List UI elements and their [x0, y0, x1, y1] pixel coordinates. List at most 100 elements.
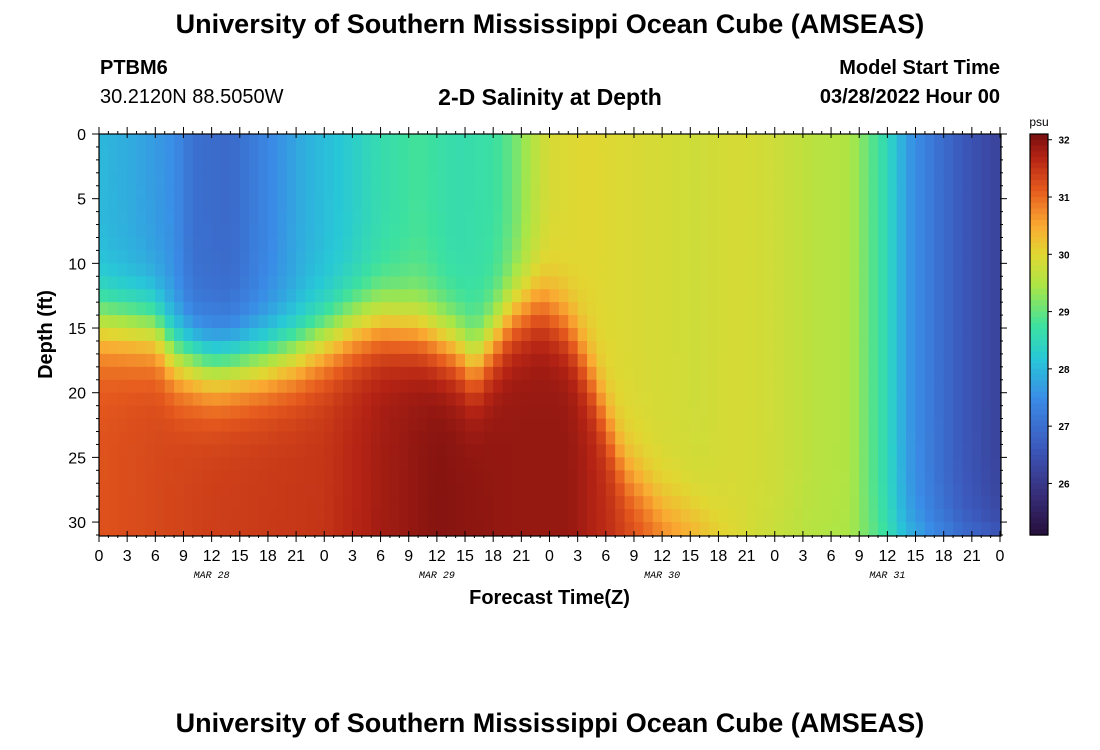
heatmap-cell [680, 211, 691, 226]
heatmap-cell [427, 198, 438, 213]
heatmap-cell [286, 289, 297, 303]
heatmap-cell [943, 522, 954, 536]
colorbar-swatch [1030, 219, 1048, 227]
heatmap-cell [624, 405, 635, 420]
heatmap-cell [896, 185, 907, 200]
heatmap-cell [286, 134, 297, 148]
heatmap-cell [511, 379, 522, 394]
colorbar-swatch [1030, 368, 1048, 376]
colorbar-swatch [1030, 156, 1048, 164]
heatmap-cell [230, 457, 241, 471]
heatmap-cell [277, 159, 288, 174]
heatmap-cell [239, 159, 250, 174]
heatmap-cell [183, 224, 194, 239]
heatmap-cell [662, 418, 673, 433]
heatmap-cell [877, 392, 888, 407]
heatmap-cell [267, 470, 278, 484]
heatmap-cell [117, 483, 128, 497]
heatmap-cell [465, 392, 476, 407]
heatmap-cell [192, 250, 203, 264]
heatmap-cell [624, 172, 635, 187]
heatmap-cell [202, 211, 213, 226]
heatmap-cell [343, 431, 354, 446]
heatmap-cell [211, 366, 222, 381]
heatmap-cell [117, 444, 128, 458]
colorbar-swatch [1030, 500, 1048, 507]
heatmap-cell [127, 146, 138, 161]
x-tick-label: 18 [935, 548, 953, 565]
heatmap-cell [624, 328, 635, 342]
heatmap-cell [258, 134, 269, 148]
heatmap-cell [136, 198, 147, 213]
heatmap-cell [624, 392, 635, 407]
heatmap-cell [802, 315, 813, 329]
heatmap-cell [784, 263, 795, 277]
heatmap-cell [540, 198, 551, 213]
heatmap-cell [296, 263, 307, 277]
heatmap-cell [540, 470, 551, 484]
heatmap-cell [493, 134, 504, 148]
heatmap-cell [784, 366, 795, 381]
heatmap-cell [333, 444, 344, 458]
heatmap-cell [267, 224, 278, 239]
heatmap-cell [361, 263, 372, 277]
heatmap-cell [455, 237, 466, 252]
heatmap-cell [812, 276, 823, 290]
heatmap-cell [427, 263, 438, 277]
heatmap-cell [221, 224, 231, 239]
heatmap-cell [981, 457, 992, 471]
colorbar-swatch [1030, 317, 1048, 324]
heatmap-cell [540, 185, 551, 200]
heatmap-cell [840, 328, 851, 342]
heatmap-cell [718, 134, 729, 148]
heatmap-cell [333, 418, 344, 433]
heatmap-cell [136, 431, 147, 446]
heatmap-cell [399, 263, 410, 277]
heatmap-cell [530, 328, 541, 342]
heatmap-cell [108, 172, 119, 187]
heatmap-cell [718, 418, 729, 433]
heatmap-cell [436, 211, 447, 226]
heatmap-cell [502, 159, 513, 174]
heatmap-cell [521, 431, 532, 446]
heatmap-cell [737, 302, 748, 316]
heatmap-cell [352, 302, 363, 316]
heatmap-cell [277, 211, 288, 226]
heatmap-cell [840, 315, 851, 329]
heatmap-cell [361, 444, 372, 458]
heatmap-cell [314, 483, 325, 497]
heatmap-cell [652, 237, 663, 252]
heatmap-cell [709, 250, 720, 264]
heatmap-cell [380, 185, 391, 200]
heatmap-cell [849, 353, 860, 368]
heatmap-cell [465, 146, 476, 161]
heatmap-cell [493, 328, 504, 342]
heatmap-cell [690, 134, 701, 148]
heatmap-cell [258, 340, 269, 355]
heatmap-cell [521, 250, 532, 264]
heatmap-cell [774, 172, 785, 187]
heatmap-cell [521, 185, 532, 200]
heatmap-cell [831, 483, 842, 497]
heatmap-cell [540, 328, 551, 342]
heatmap-cell [436, 146, 447, 161]
heatmap-cell [821, 379, 832, 394]
heatmap-cell [906, 509, 917, 523]
heatmap-cell [624, 522, 635, 536]
colorbar-swatch [1030, 517, 1048, 525]
heatmap-cell [953, 328, 964, 342]
heatmap-cell [436, 159, 447, 174]
heatmap-cell [352, 366, 363, 381]
heatmap-cell [174, 340, 185, 355]
heatmap-cell [127, 134, 138, 148]
heatmap-cell [643, 237, 654, 252]
heatmap-cell [812, 470, 823, 484]
heatmap-cell [267, 211, 278, 226]
heatmap-cell [934, 496, 945, 510]
heatmap-cell [765, 379, 776, 394]
heatmap-cell [737, 159, 748, 174]
heatmap-cell [221, 444, 231, 458]
heatmap-cell [258, 392, 269, 407]
heatmap-cell [540, 134, 551, 148]
heatmap-cell [746, 379, 757, 394]
